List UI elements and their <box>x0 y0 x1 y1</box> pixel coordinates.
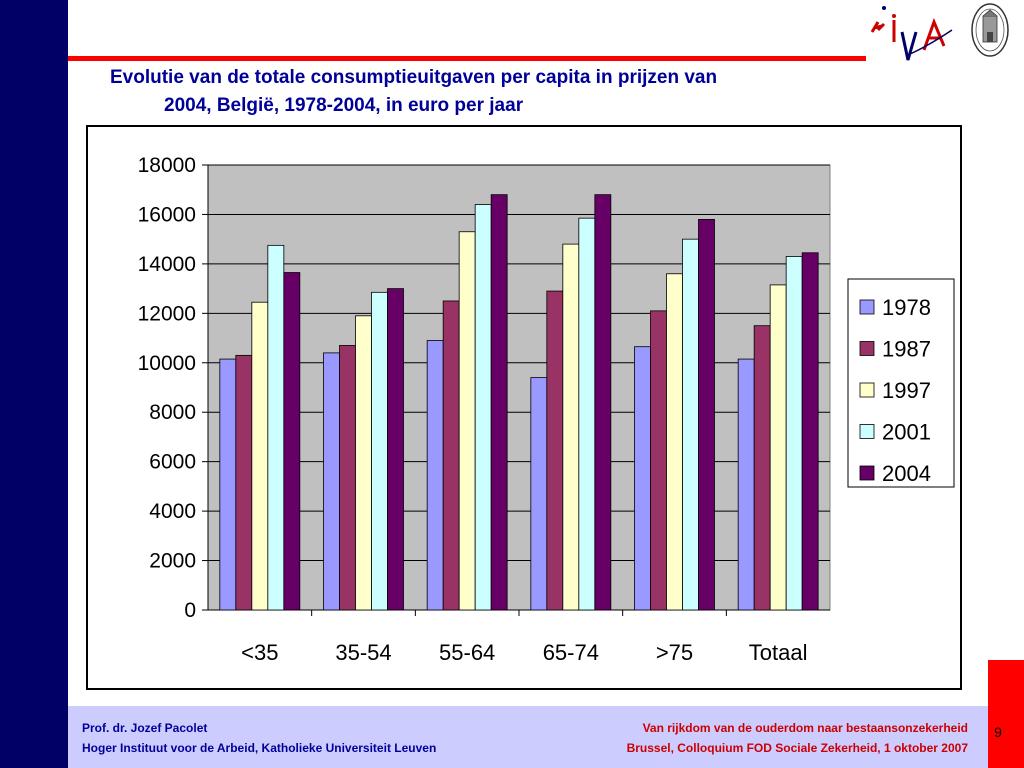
footer-event-title: Van rijkdom van de ouderdom naar bestaan… <box>642 721 968 735</box>
footer-left: Prof. dr. Jozef Pacolet Hoger Instituut … <box>82 718 436 758</box>
y-tick-label: 14000 <box>138 253 196 276</box>
bar <box>458 231 476 611</box>
bar <box>594 194 612 611</box>
y-tick-label: 4000 <box>149 500 196 523</box>
slide-title: Evolutie van de totale consumptieuitgave… <box>110 64 950 120</box>
bar <box>339 345 356 611</box>
bar <box>490 194 508 611</box>
bar <box>546 290 564 611</box>
title-red-rule <box>68 56 866 61</box>
bar <box>737 358 755 611</box>
slide-title-line1: Evolutie van de totale consumptieuitgave… <box>110 67 718 88</box>
legend-swatch <box>859 382 875 398</box>
x-tick-label: 55-64 <box>439 640 495 665</box>
bar <box>387 288 404 611</box>
bar <box>371 291 388 611</box>
page-number: 9 <box>994 724 1002 740</box>
y-tick-label: 2000 <box>149 550 196 573</box>
y-tick-label: 6000 <box>149 451 196 474</box>
bar <box>323 352 340 611</box>
bar <box>251 301 269 611</box>
bar <box>562 243 580 611</box>
legend-label: 2004 <box>882 461 931 486</box>
bar <box>267 244 285 611</box>
legend-swatch <box>859 299 875 315</box>
bar <box>530 377 548 611</box>
x-tick-label: >75 <box>656 640 693 665</box>
legend-swatch <box>859 465 875 481</box>
bar <box>785 256 803 611</box>
bar <box>578 217 596 611</box>
y-tick-label: 18000 <box>138 154 196 177</box>
hiva-logo <box>868 2 956 66</box>
x-tick-label: 35-54 <box>335 640 391 665</box>
legend-label: 2001 <box>882 420 931 445</box>
bar <box>753 325 771 611</box>
bar <box>666 273 683 611</box>
bar <box>442 300 460 611</box>
bar <box>769 284 787 611</box>
x-tick-label: <35 <box>241 640 278 665</box>
y-tick-label: 8000 <box>149 401 196 424</box>
bar <box>801 252 819 611</box>
y-tick-label: 0 <box>184 599 196 622</box>
x-tick-label: Totaal <box>749 640 808 665</box>
footer-author: Prof. dr. Jozef Pacolet <box>82 721 208 735</box>
legend-label: 1978 <box>882 295 931 320</box>
x-tick-label: 65-74 <box>543 640 599 665</box>
left-navy-bar <box>0 0 68 768</box>
legend-swatch <box>859 341 875 356</box>
slide-title-line2: 2004, België, 1978-2004, in euro per jaa… <box>164 95 524 116</box>
bar <box>474 204 492 611</box>
plot-area <box>207 164 831 611</box>
bar <box>219 358 237 611</box>
legend-label: 1997 <box>882 378 931 403</box>
footer-institute: Hoger Instituut voor de Arbeid, Katholie… <box>82 741 437 755</box>
footer-right: Van rijkdom van de ouderdom naar bestaan… <box>627 718 968 758</box>
bar <box>682 238 699 611</box>
bar <box>650 310 667 611</box>
legend-swatch <box>859 424 875 439</box>
bar <box>355 315 372 611</box>
footer-band <box>68 706 988 768</box>
chart-frame: 0 2000 4000 6000 8000 10000 12000 14000 16000 180… <box>86 125 962 690</box>
y-tick-label: 16000 <box>138 203 196 226</box>
bar <box>634 346 651 611</box>
y-tick-label: 12000 <box>138 302 196 325</box>
footer-event-details: Brussel, Colloquium FOD Sociale Zekerhei… <box>626 741 968 755</box>
bar <box>283 272 301 611</box>
right-red-block <box>988 660 1024 768</box>
bar <box>235 354 253 611</box>
bar <box>426 340 444 611</box>
y-tick-label: 10000 <box>138 352 196 375</box>
bar-chart: 0 2000 4000 6000 8000 10000 12000 14000 16000 180… <box>138 154 955 665</box>
bar <box>698 218 715 611</box>
legend-label: 1987 <box>882 337 931 362</box>
university-seal <box>970 2 1010 58</box>
